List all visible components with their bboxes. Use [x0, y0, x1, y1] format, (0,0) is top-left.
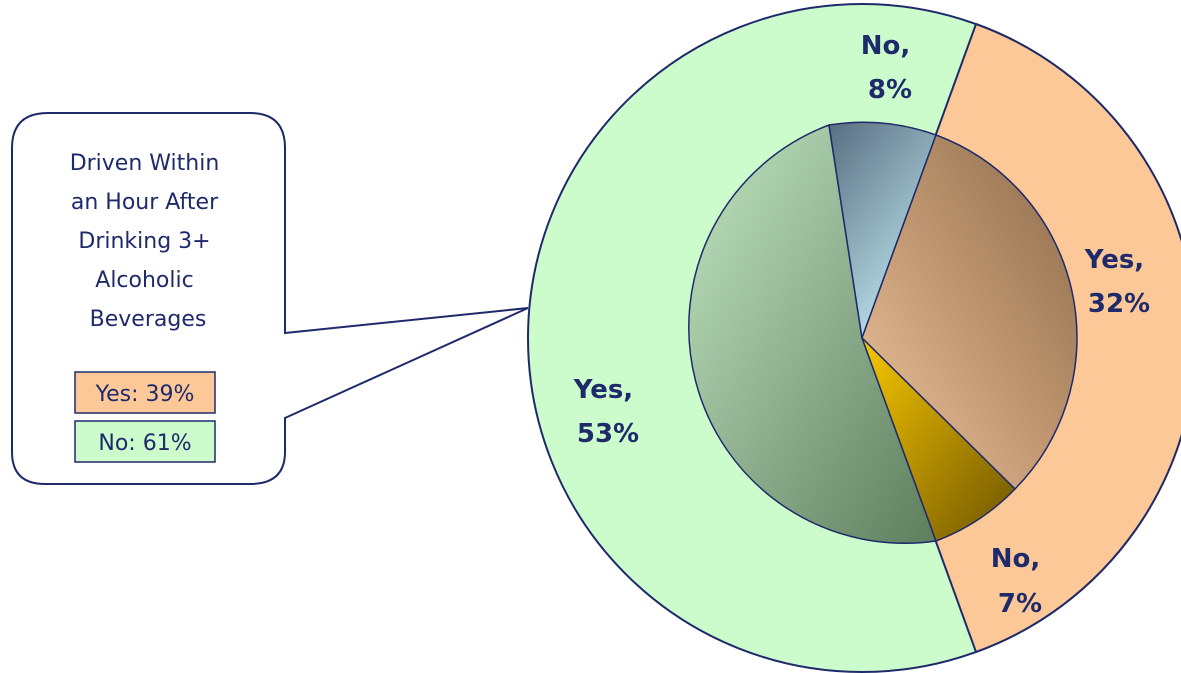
svg-text:Yes, 53%: Yes, 53%: [573, 375, 643, 449]
label-yes-32: Yes,: [1084, 245, 1144, 275]
svg-text:No, 8%: No, 8%: [861, 31, 920, 105]
svg-text:Yes, 32%: Yes, 32%: [1084, 245, 1154, 319]
label-no-7-pct: 7%: [998, 589, 1042, 619]
label-yes-53-pct: 53%: [577, 419, 639, 449]
inner-slice-yes-32: [861, 134, 1078, 491]
callout-title-line: Driven Within: [70, 151, 220, 176]
summary-no-box: [74, 420, 216, 463]
summary-yes-label: Yes: 39%: [95, 382, 195, 407]
callout-title-line: Beverages: [90, 307, 207, 332]
label-outer-no-8: No,: [861, 31, 911, 61]
label-outer-no-8-pct: 8%: [868, 75, 912, 105]
callout-title-line: an Hour After: [71, 190, 219, 215]
svg-text:Driven Within an Hour Af: Driven Within an Hour After Drinking 3+ …: [70, 151, 227, 332]
callout-title-line: Drinking 3+: [78, 229, 210, 254]
summary-yes-box: [74, 371, 216, 414]
inner-slice-no-8: [828, 121, 937, 339]
inner-slice-yes-53: [688, 123, 938, 544]
label-no-7: No,: [991, 544, 1041, 574]
callout-title-line: Alcoholic: [95, 268, 193, 293]
label-yes-32-pct: 32%: [1088, 289, 1150, 319]
inner-pie: [688, 121, 1078, 544]
svg-text:No, 7%: No, 7%: [991, 544, 1050, 619]
label-yes-53: Yes,: [573, 375, 633, 405]
summary-no-label: No: 61%: [98, 431, 191, 456]
inner-slice-no-7: [861, 337, 1017, 542]
callout: Driven Within an Hour After Drinking 3+ …: [11, 112, 529, 485]
